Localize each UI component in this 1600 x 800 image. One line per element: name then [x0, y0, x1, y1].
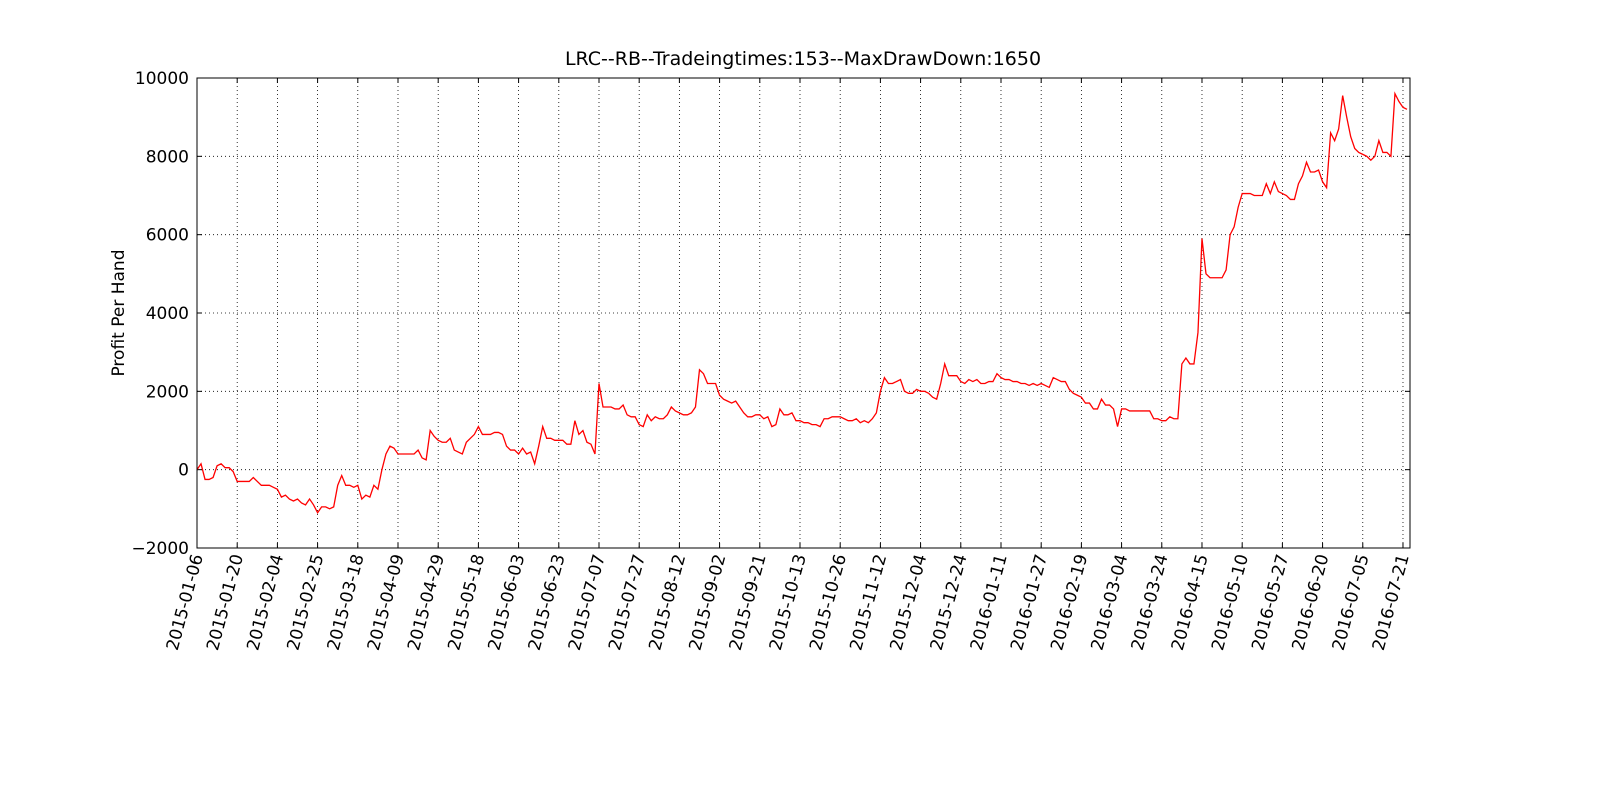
- y-tick-label: 2000: [146, 382, 189, 402]
- data-line: [196, 91, 1408, 515]
- y-tick-label: −2000: [131, 539, 189, 559]
- chart-title: LRC--RB--Tradeingtimes:153--MaxDrawDown:…: [565, 48, 1041, 70]
- y-tick-label: 10000: [135, 69, 189, 89]
- y-tick-label: 0: [178, 461, 189, 481]
- y-axis-label: Profit Per Hand: [109, 249, 129, 376]
- y-tick-label: 6000: [146, 226, 189, 246]
- y-tick-label: 4000: [146, 304, 189, 324]
- plot-frame: [196, 77, 1411, 549]
- y-tick-label: 8000: [146, 147, 189, 167]
